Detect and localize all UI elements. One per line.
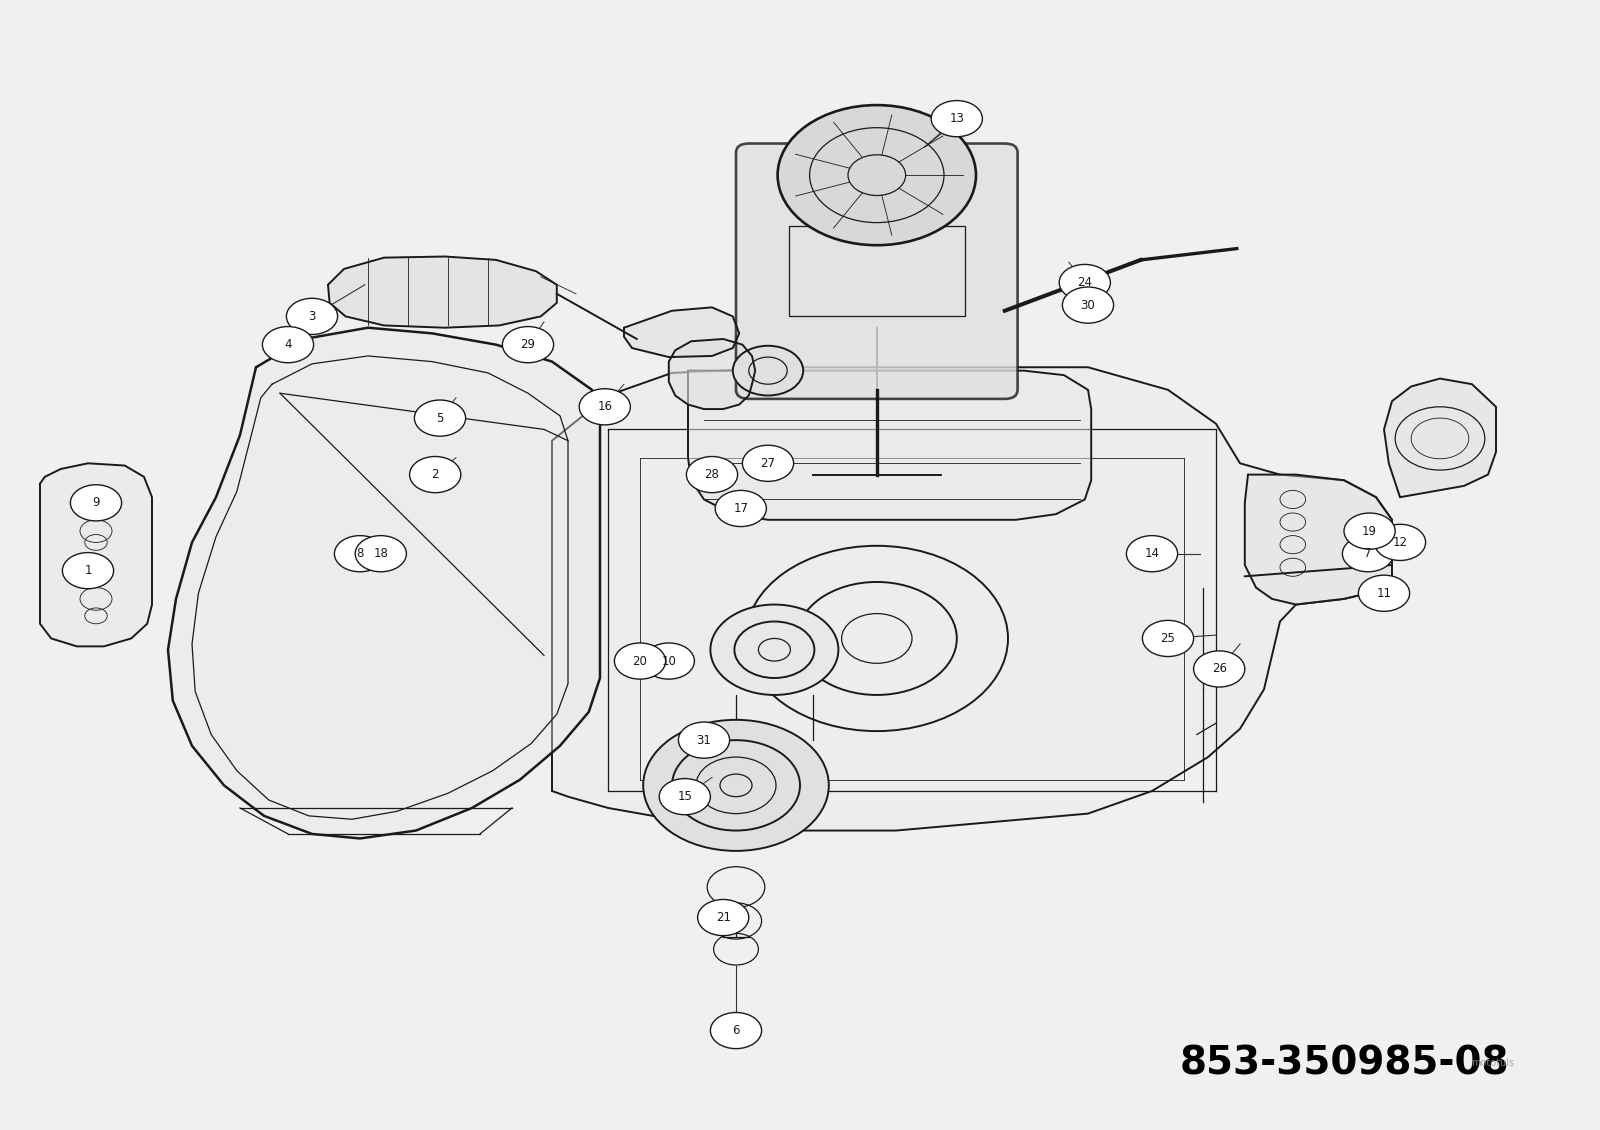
Polygon shape [669, 339, 755, 409]
Circle shape [698, 899, 749, 936]
Circle shape [334, 536, 386, 572]
Text: 31: 31 [696, 733, 712, 747]
Circle shape [355, 536, 406, 572]
Text: 6: 6 [733, 1024, 739, 1037]
Circle shape [62, 553, 114, 589]
Circle shape [1194, 651, 1245, 687]
Circle shape [1059, 264, 1110, 301]
Text: 5: 5 [437, 411, 443, 425]
Text: 15: 15 [677, 790, 693, 803]
Circle shape [778, 105, 976, 245]
Circle shape [1062, 287, 1114, 323]
Text: 8: 8 [357, 547, 363, 560]
Circle shape [614, 643, 666, 679]
Circle shape [643, 643, 694, 679]
Text: 21: 21 [715, 911, 731, 924]
Circle shape [643, 720, 829, 851]
Circle shape [686, 457, 738, 493]
Circle shape [678, 722, 730, 758]
Circle shape [414, 400, 466, 436]
Text: 17: 17 [733, 502, 749, 515]
Text: 29: 29 [520, 338, 536, 351]
Circle shape [410, 457, 461, 493]
Circle shape [70, 485, 122, 521]
Circle shape [1344, 513, 1395, 549]
Text: 853-350985-08: 853-350985-08 [1179, 1044, 1509, 1083]
Circle shape [710, 605, 838, 695]
FancyBboxPatch shape [736, 144, 1018, 399]
Text: 19: 19 [1362, 524, 1378, 538]
Circle shape [659, 779, 710, 815]
Circle shape [262, 327, 314, 363]
Text: 12: 12 [1392, 536, 1408, 549]
Circle shape [931, 101, 982, 137]
Text: mototuls: mototuls [1472, 1058, 1514, 1068]
Text: 25: 25 [1160, 632, 1176, 645]
Text: 1: 1 [85, 564, 91, 577]
Bar [789, 226, 965, 316]
Text: 27: 27 [760, 457, 776, 470]
Circle shape [1374, 524, 1426, 560]
Polygon shape [688, 371, 1091, 520]
Polygon shape [328, 257, 557, 328]
Text: 3: 3 [309, 310, 315, 323]
Polygon shape [1384, 379, 1496, 497]
Polygon shape [168, 328, 600, 838]
Circle shape [1358, 575, 1410, 611]
Text: 24: 24 [1077, 276, 1093, 289]
Circle shape [733, 346, 803, 395]
Circle shape [1126, 536, 1178, 572]
Text: 10: 10 [661, 654, 677, 668]
Text: 28: 28 [704, 468, 720, 481]
Circle shape [286, 298, 338, 334]
Text: 11: 11 [1376, 586, 1392, 600]
Text: 9: 9 [93, 496, 99, 510]
Circle shape [502, 327, 554, 363]
Polygon shape [624, 307, 739, 357]
Circle shape [715, 490, 766, 527]
Circle shape [1142, 620, 1194, 657]
Text: 26: 26 [1211, 662, 1227, 676]
Text: 30: 30 [1080, 298, 1096, 312]
Circle shape [742, 445, 794, 481]
Circle shape [1342, 536, 1394, 572]
Text: 16: 16 [597, 400, 613, 414]
Polygon shape [552, 367, 1392, 831]
Text: 13: 13 [949, 112, 965, 125]
Polygon shape [1245, 475, 1392, 605]
Circle shape [710, 1012, 762, 1049]
Text: 18: 18 [373, 547, 389, 560]
Circle shape [579, 389, 630, 425]
Text: 4: 4 [285, 338, 291, 351]
Text: 14: 14 [1144, 547, 1160, 560]
Polygon shape [40, 463, 152, 646]
Text: 20: 20 [632, 654, 648, 668]
Text: 7: 7 [1365, 547, 1371, 560]
Text: 2: 2 [432, 468, 438, 481]
